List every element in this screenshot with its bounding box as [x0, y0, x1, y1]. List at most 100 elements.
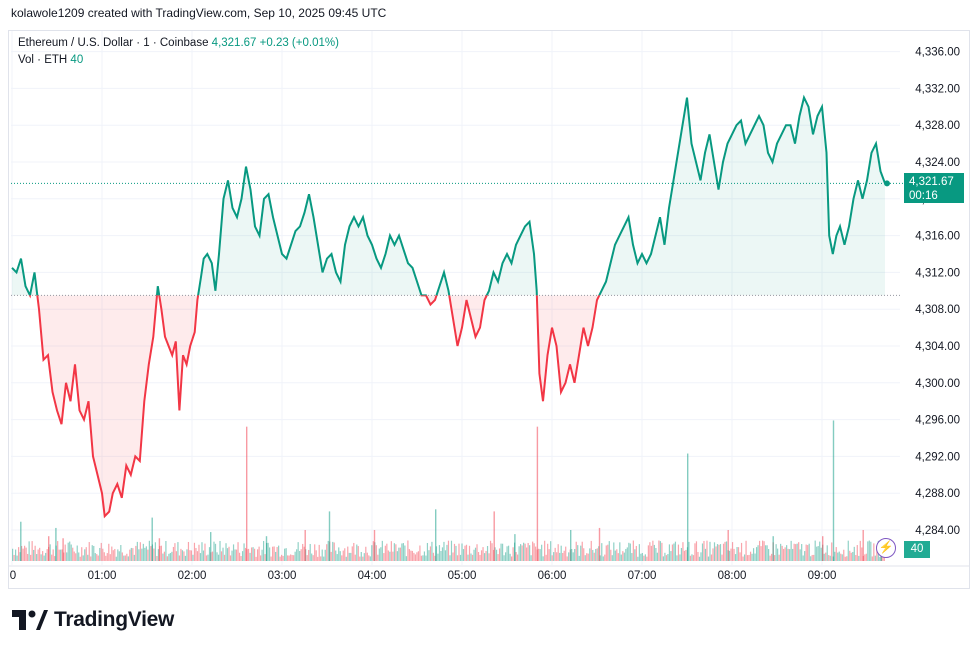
volume-bar	[284, 548, 286, 561]
volume-bar	[598, 546, 600, 561]
grid-layer	[11, 31, 900, 565]
volume-bar	[840, 553, 842, 561]
volume-bar	[556, 552, 558, 561]
volume-bar	[78, 552, 80, 561]
volume-bar	[350, 552, 352, 561]
volume-bar	[682, 542, 684, 561]
volume-bar	[605, 545, 607, 561]
volume-bar	[790, 540, 792, 561]
volume-bar	[774, 555, 776, 561]
volume-bar	[168, 553, 170, 561]
volume-bar	[550, 541, 552, 561]
volume-bar	[393, 543, 395, 561]
volume-bar	[108, 543, 110, 561]
volume-bar-spike	[493, 511, 495, 561]
volume-bar	[293, 555, 295, 561]
volume-layer	[12, 420, 885, 561]
tradingview-logo[interactable]: TradingView	[12, 606, 174, 634]
volume-bar	[688, 541, 690, 561]
volume-bar	[267, 542, 269, 561]
volume-bar	[781, 545, 783, 561]
volume-bar	[327, 540, 329, 561]
volume-bar-spike	[265, 536, 268, 561]
volume-bar	[31, 541, 33, 561]
volume-bar	[357, 546, 359, 561]
volume-bar	[383, 553, 385, 561]
volume-bar	[217, 554, 220, 561]
volume-bar	[363, 553, 365, 561]
volume-bar	[123, 555, 125, 561]
volume-bar	[126, 553, 128, 561]
volume-bar	[755, 547, 758, 561]
volume-bar	[865, 553, 867, 561]
volume-bar	[76, 545, 78, 561]
volume-bar	[733, 548, 735, 561]
volume-bar	[291, 555, 293, 561]
volume-bar-spike	[822, 536, 824, 561]
symbol-name[interactable]: Ethereum / U.S. Dollar · 1 · Coinbase	[18, 37, 209, 49]
chart-frame[interactable]	[8, 30, 970, 589]
volume-bar	[841, 554, 843, 561]
area-above-baseline	[12, 97, 885, 296]
volume-bar	[183, 551, 185, 561]
volume-bar	[614, 550, 616, 561]
volume-bar	[879, 556, 881, 561]
x-tick-label: 06:00	[538, 570, 567, 582]
volume-bar	[730, 548, 732, 561]
volume-bar	[825, 552, 827, 561]
volume-bar	[69, 541, 71, 561]
volume-bar	[728, 550, 731, 561]
volume-bar	[440, 551, 442, 561]
volume-bar	[551, 555, 553, 561]
volume-bar	[771, 553, 773, 561]
volume-bar	[559, 552, 561, 561]
volume-bar	[580, 545, 582, 561]
volume-bar	[574, 548, 576, 561]
volume-bar	[571, 549, 573, 561]
volume-bar	[61, 549, 63, 561]
volume-bar	[24, 545, 26, 561]
volume-bar	[318, 544, 320, 561]
volume-bar	[429, 546, 432, 561]
volume-bar	[259, 555, 262, 561]
volume-bar	[668, 544, 671, 561]
volume-bar	[449, 555, 451, 561]
volume-bar	[689, 555, 692, 561]
y-tick-label: 4,316.00	[915, 231, 960, 243]
volume-bar	[405, 556, 407, 561]
volume-bar	[142, 543, 144, 561]
price-tag-value: 4,321.67	[909, 176, 954, 188]
volume-bar	[238, 552, 241, 561]
volume-bar	[73, 551, 75, 561]
lightning-icon[interactable]: ⚡	[876, 538, 896, 558]
volume-bar	[13, 554, 15, 561]
volume-bar	[775, 544, 777, 561]
volume-bar	[553, 552, 555, 561]
volume-bar	[387, 550, 389, 561]
chart-legend: Ethereum / U.S. Dollar · 1 · Coinbase 4,…	[18, 35, 339, 69]
volume-bar	[81, 547, 83, 561]
volume-bar	[127, 556, 129, 561]
volume-label[interactable]: Vol · ETH	[18, 54, 68, 66]
volume-bar	[724, 541, 726, 561]
volume-bar	[314, 544, 316, 561]
volume-bar	[220, 551, 223, 561]
volume-bar	[662, 556, 664, 561]
volume-bar	[434, 555, 436, 561]
volume-bar	[399, 547, 401, 561]
volume-bar	[477, 552, 480, 561]
volume-bar	[336, 554, 338, 561]
volume-bar	[250, 547, 253, 561]
volume-bar	[846, 556, 848, 561]
volume-bar	[504, 552, 507, 561]
volume-bar	[311, 553, 313, 561]
volume-bar	[222, 547, 224, 561]
volume-value: 40	[70, 54, 84, 66]
volume-bar	[386, 543, 388, 561]
volume-bar	[802, 555, 804, 561]
volume-bar	[186, 549, 188, 561]
volume-bar	[783, 548, 785, 561]
volume-bar	[326, 544, 328, 561]
volume-bar	[97, 555, 99, 561]
